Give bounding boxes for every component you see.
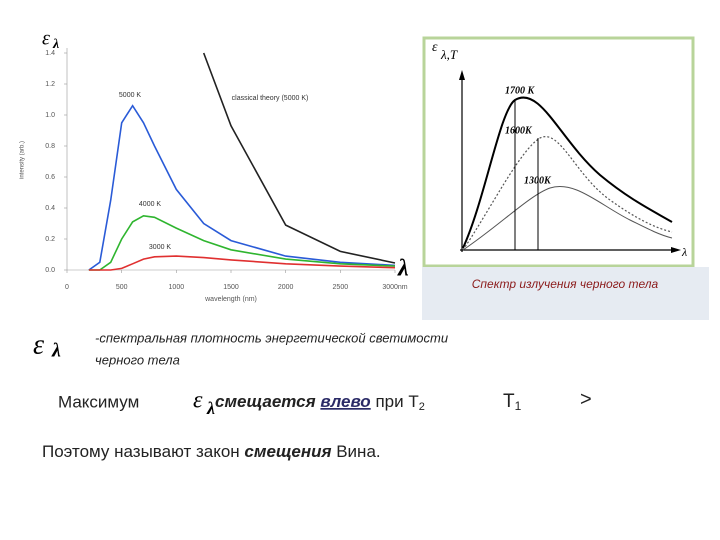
series-line: [88, 255, 396, 271]
series-label: classical theory (5000 K): [232, 95, 309, 102]
shift-sub: 2: [419, 401, 425, 413]
shift-t1-letter: T: [503, 391, 515, 412]
inset-curve-label: 1700 K: [505, 85, 536, 96]
shift-at: при T: [375, 392, 418, 411]
y-tick-label: 0.4: [45, 205, 55, 212]
series-line: [202, 52, 396, 264]
y-tick-label: 1.4: [45, 50, 55, 57]
x-tick-label: 1500: [223, 284, 239, 291]
series-label: 4000 K: [139, 201, 162, 208]
inset-caption: Спектр излучения черного тела: [472, 277, 659, 291]
inset-y-label: ε: [432, 40, 438, 55]
shift-sign: >: [580, 388, 592, 410]
y-tick-label: 0.8: [45, 143, 55, 150]
shift-text: смещается влево при T2: [215, 392, 425, 412]
x-tick-label: 2000: [278, 284, 294, 291]
conclusion-emph: смещения: [244, 442, 331, 461]
x-tick-label: 500: [116, 284, 128, 291]
inset-curve-label: 1600K: [505, 125, 533, 136]
y-symbol: ε: [42, 28, 50, 50]
inset-arrow: [459, 70, 465, 80]
conclusion-end: Вина.: [332, 442, 381, 461]
shift-verb: смещается: [215, 392, 316, 411]
shift-sub: 1: [515, 399, 522, 413]
shift-t1: T1: [503, 391, 522, 413]
series-line: [88, 214, 396, 271]
conclusion-start: Поэтому называют закон: [42, 442, 244, 461]
def-symbol-sub: λ: [51, 340, 61, 362]
def-text: -спектральная плотность энергетической с…: [95, 330, 448, 345]
inset-curve: [462, 186, 673, 251]
y-tick-label: 0.0: [45, 267, 55, 274]
y-symbol-sub: λ: [52, 37, 59, 52]
inset-curve: [462, 136, 673, 251]
inset-x-label: λ: [681, 245, 687, 259]
inset-y-label-sub: λ,T: [440, 47, 458, 62]
def-text: черного тела: [95, 352, 180, 367]
x-axis-label: wavelength (nm): [204, 296, 257, 303]
conclusion: Поэтому называют закон смещения Вина.: [42, 442, 381, 461]
series-label: 3000 K: [149, 244, 172, 251]
shift-word: Максимум: [58, 392, 139, 411]
inset-curve: [462, 96, 673, 249]
plot-area: [88, 52, 396, 271]
y-axis-label: intensity (arb.): [20, 141, 26, 179]
x-tick-label: 0: [65, 284, 69, 291]
def-symbol: ε: [33, 329, 44, 360]
y-tick-label: 1.2: [45, 81, 55, 88]
series-label: 5000 K: [119, 92, 142, 99]
inset-frame: [422, 36, 695, 268]
shift-symbol: ε: [193, 388, 203, 414]
inset-curve-label: 1300K: [524, 175, 552, 186]
x-tick-label: 2500: [333, 284, 349, 291]
series-line: [88, 104, 396, 271]
y-tick-label: 0.2: [45, 236, 55, 243]
y-tick-label: 1.0: [45, 112, 55, 119]
y-tick-label: 0.6: [45, 174, 55, 181]
shift-symbol-sub: λ: [206, 398, 215, 418]
x-tick-label: 1000: [169, 284, 185, 291]
caption-box: [422, 267, 709, 320]
x-tick-label: 3000nm: [382, 284, 407, 291]
inset-arrow: [671, 247, 681, 253]
x-symbol: λ: [397, 256, 409, 282]
shift-direction: влево: [320, 392, 370, 411]
